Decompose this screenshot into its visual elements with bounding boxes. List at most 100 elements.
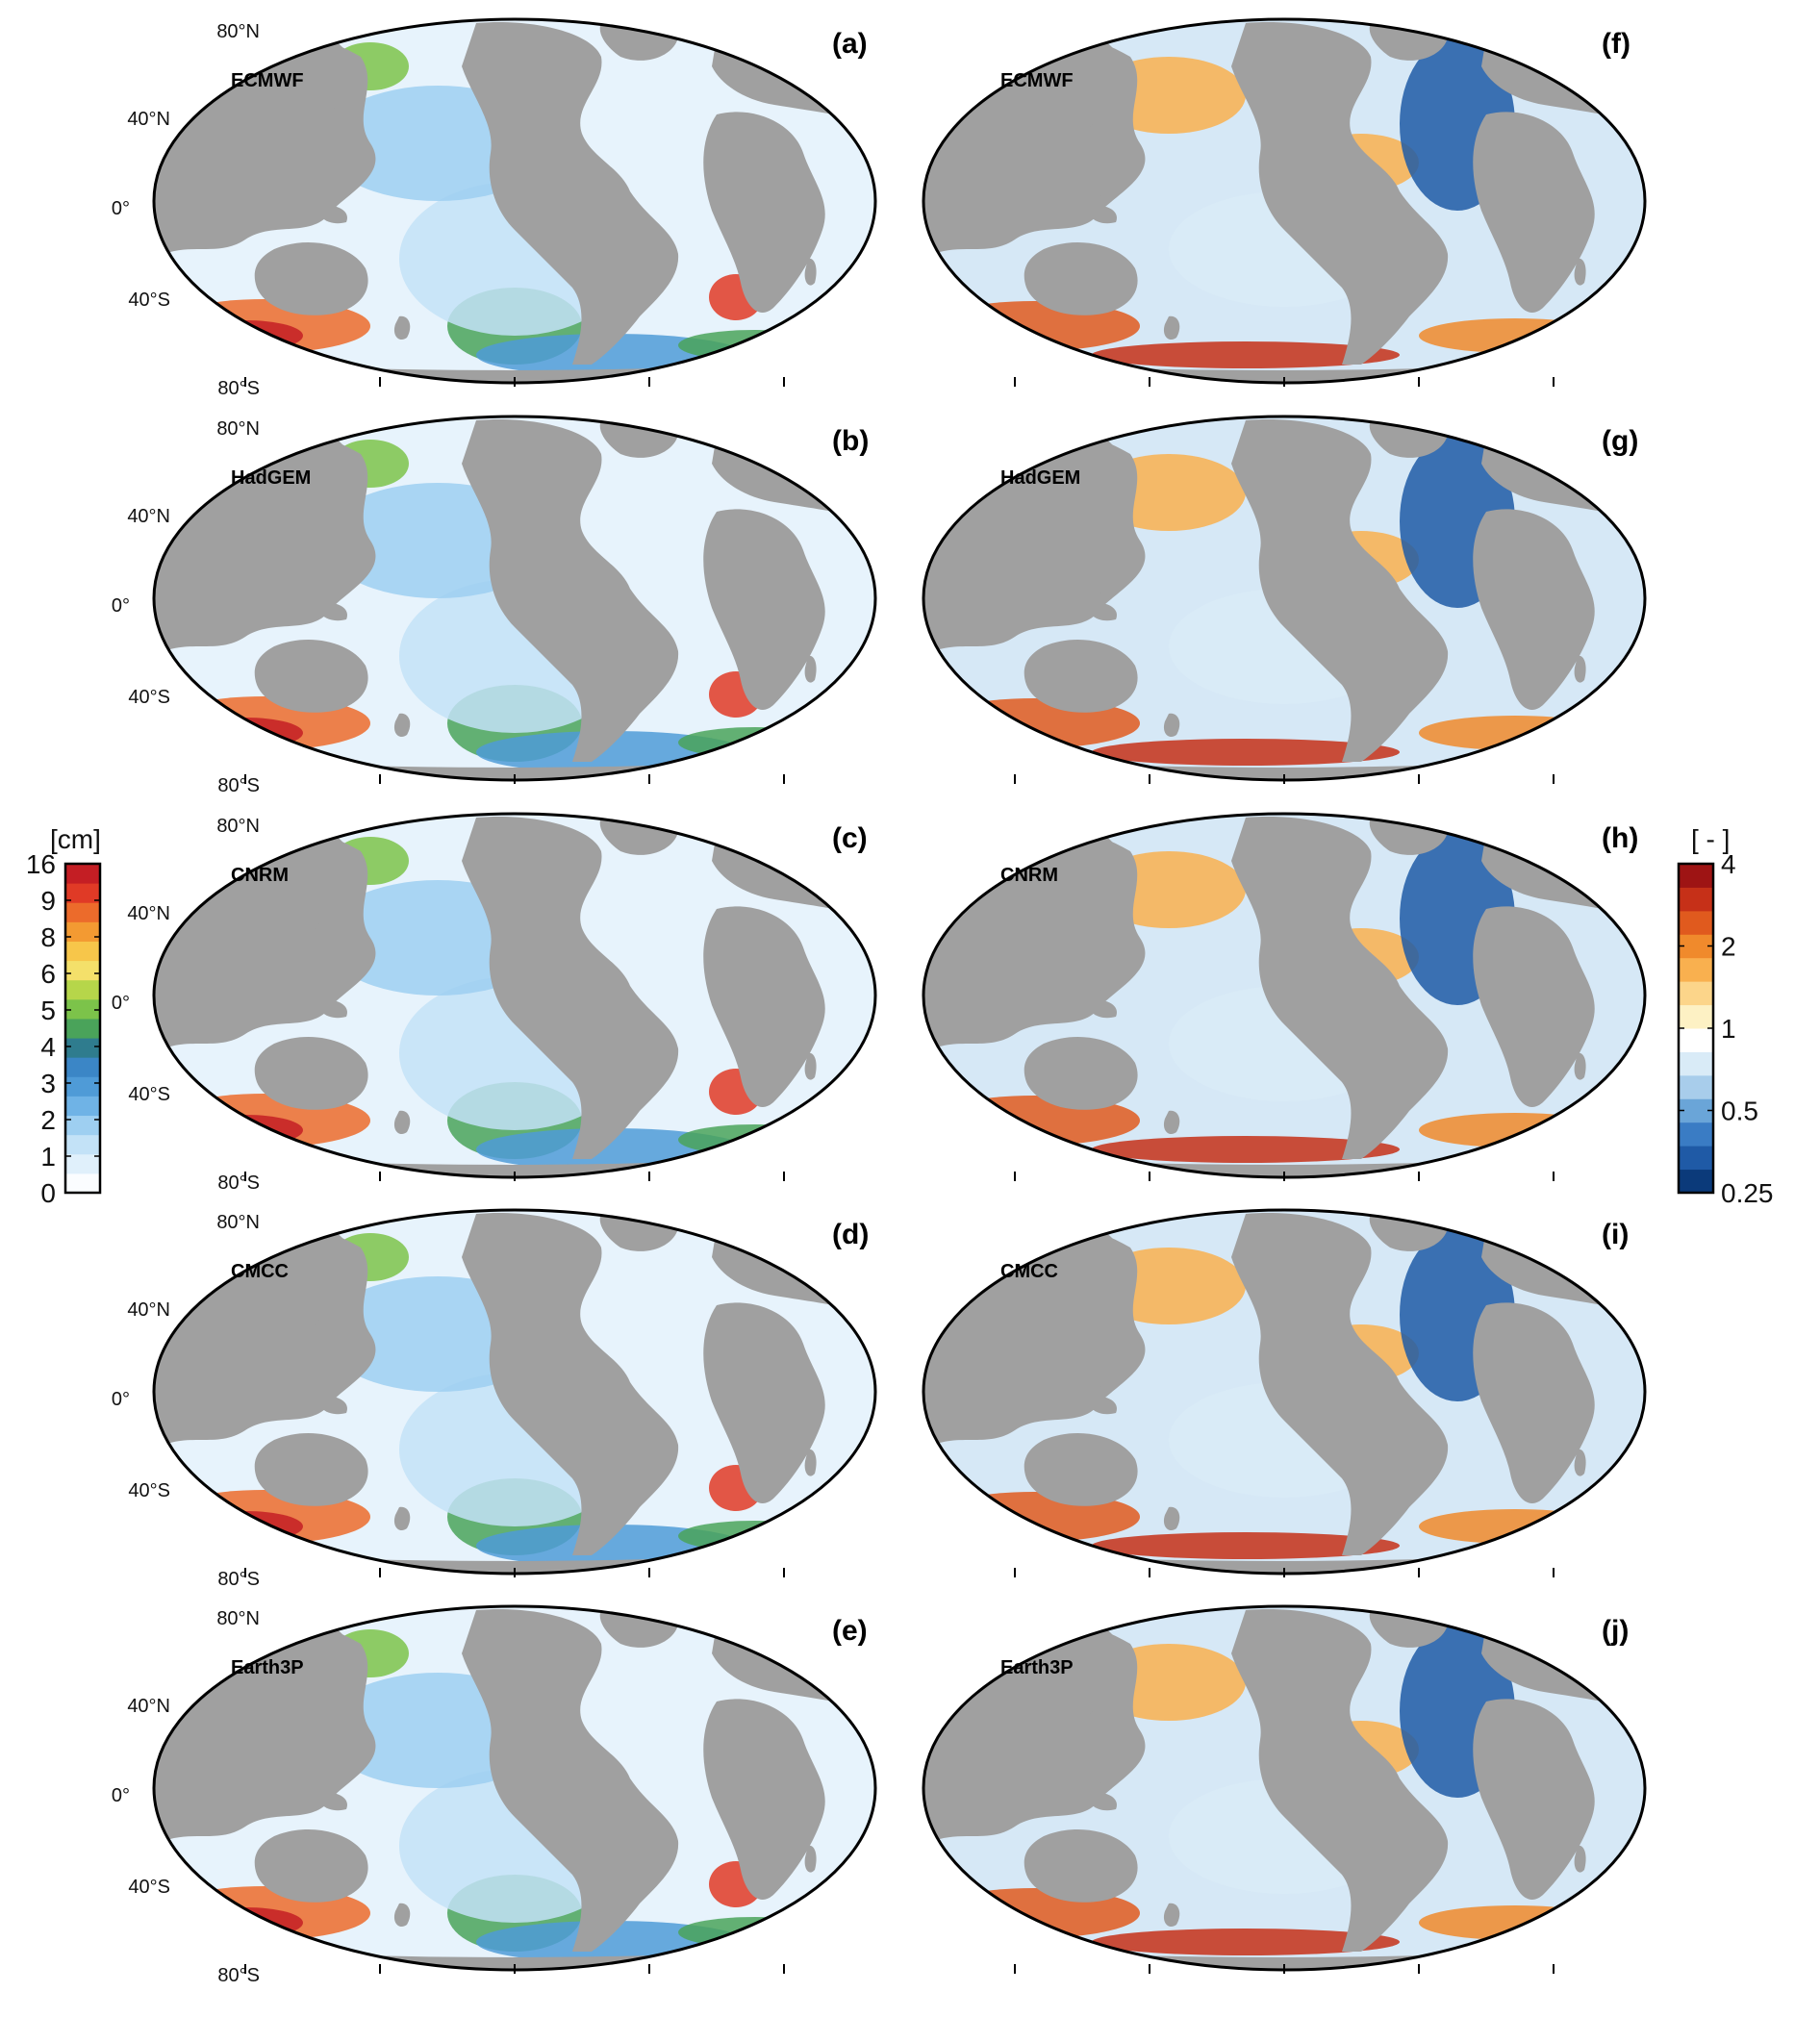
model-label: ECMWF [231, 70, 304, 91]
colorbar-cell [1679, 957, 1713, 982]
latitude-label: 0° [112, 198, 130, 219]
map-panel: (i) CMCC [922, 1208, 1647, 1577]
field-patch [188, 320, 303, 351]
panel-letter: (d) [832, 1219, 869, 1250]
colorbar-left: [cm] 16 9 8 6 5 4 3 2 1 0 [26, 824, 102, 1208]
colorbar-cell [65, 1076, 100, 1097]
colorbar-cell [65, 1096, 100, 1117]
map-panel: (f) ECMWF [922, 17, 1647, 387]
field-patch [1092, 341, 1400, 368]
field-patch [1419, 716, 1611, 750]
colorbar-tick-label: 16 [26, 849, 56, 879]
field-patch [1419, 1905, 1611, 1940]
latitude-label: 80°S [217, 1965, 260, 1986]
colorbar-cell [65, 864, 100, 884]
map-panel: (d) CMCC 80°N 40°N 0° 40°S 80°S [112, 1208, 877, 1590]
panel-letter: (g) [1602, 425, 1638, 457]
field-patch [1419, 1113, 1611, 1147]
map-panel: (b) HadGEM 80°N 40°N 0° 40°S 80°S [112, 415, 877, 796]
model-label: HadGEM [231, 467, 311, 489]
colorbar-cell [1679, 1146, 1713, 1171]
latitude-label: 0° [112, 1389, 130, 1410]
panel-letter: (c) [832, 822, 868, 854]
latitude-label: 40°S [128, 1877, 170, 1898]
map-panel: (g) HadGEM [922, 415, 1647, 784]
colorbar-tick-label: 2 [1721, 932, 1736, 962]
panel-letter: (i) [1602, 1219, 1629, 1250]
colorbar-cell [65, 960, 100, 981]
colorbar-cell [65, 921, 100, 942]
colorbar-cell [65, 1134, 100, 1155]
field-patch [1092, 1532, 1400, 1559]
colorbar-cell [65, 902, 100, 922]
colorbar-tick-label: 0 [40, 1178, 56, 1208]
panel-letter: (a) [832, 28, 868, 60]
colorbar-cell [1679, 1169, 1713, 1194]
latitude-label: 40°N [127, 506, 170, 527]
colorbar-cell [1679, 910, 1713, 935]
panel-letter: (f) [1602, 28, 1630, 60]
panel-letter: (b) [832, 425, 869, 457]
colorbar-tick-label: 4 [40, 1032, 56, 1062]
model-label: Earth3P [1000, 1657, 1074, 1678]
colorbar-tick-label: 8 [40, 922, 56, 952]
colorbar-cell [65, 1057, 100, 1077]
colorbar-right: [ - ] 4 2 1 0.5 0.25 [1677, 824, 1774, 1208]
colorbar-tick-label: 0.5 [1721, 1097, 1758, 1126]
field-patch [1092, 739, 1400, 766]
panel-letter: (e) [832, 1615, 868, 1647]
colorbar-cell [1679, 981, 1713, 1006]
colorbar-left-unit: [cm] [50, 824, 101, 854]
colorbar-cell [65, 1038, 100, 1058]
latitude-label: 40°N [127, 1696, 170, 1717]
field-patch [188, 718, 303, 748]
map-panel: (j) Earth3P [922, 1604, 1647, 1974]
colorbar-tick-label: 0.25 [1721, 1178, 1774, 1208]
map-panel: (c) CNRM 80°N 40°N 0° 40°S 80°S [112, 812, 877, 1194]
panels-layer: (a) ECMWF 80°N 40°N 0° 40°S 80°S (f) ECMWF (b) Had… [112, 17, 1647, 1986]
latitude-label: 40°S [128, 1480, 170, 1501]
colorbar-cell [65, 941, 100, 962]
colorbar-tick-label: 6 [40, 959, 56, 989]
latitude-label: 0° [112, 1785, 130, 1806]
latitude-label: 40°N [127, 1299, 170, 1321]
colorbar-tick-label: 4 [1721, 849, 1736, 879]
field-patch [1092, 1136, 1400, 1163]
map-panel: (a) ECMWF 80°N 40°N 0° 40°S 80°S [112, 17, 877, 399]
colorbar-cell [1679, 864, 1713, 888]
latitude-label: 40°S [128, 1084, 170, 1105]
colorbar-cell [65, 1153, 100, 1174]
latitude-label: 80°N [216, 418, 260, 440]
latitude-label: 0° [112, 993, 130, 1014]
colorbar-cell [65, 1172, 100, 1194]
colorbar-cell [1679, 1074, 1713, 1099]
model-label: ECMWF [1000, 70, 1074, 91]
model-label: Earth3P [231, 1657, 304, 1678]
colorbar-cell [1679, 1004, 1713, 1029]
latitude-label: 80°S [217, 1172, 260, 1194]
panel-letter: (j) [1602, 1615, 1629, 1647]
latitude-label: 80°S [217, 775, 260, 796]
colorbar-cell [65, 1115, 100, 1136]
model-label: CMCC [1000, 1261, 1058, 1282]
colorbar-cell [1679, 1122, 1713, 1147]
field-patch [188, 1115, 303, 1146]
latitude-label: 80°N [216, 1212, 260, 1233]
colorbar-tick-label: 1 [1721, 1014, 1736, 1044]
latitude-label: 40°N [127, 109, 170, 130]
latitude-label: 80°N [216, 816, 260, 837]
model-label: CMCC [231, 1261, 289, 1282]
model-label: CNRM [231, 865, 289, 886]
field-patch [1419, 318, 1611, 353]
panel-letter: (h) [1602, 822, 1638, 854]
latitude-label: 40°S [128, 687, 170, 708]
colorbar-tick-label: 9 [40, 886, 56, 916]
latitude-label: 80°S [217, 378, 260, 399]
latitude-label: 40°S [128, 290, 170, 311]
colorbar-right-unit: [ - ] [1691, 824, 1730, 854]
colorbar-tick-label: 5 [40, 996, 56, 1025]
field-patch [188, 1907, 303, 1938]
latitude-label: 80°N [216, 21, 260, 42]
latitude-label: 80°S [217, 1569, 260, 1590]
